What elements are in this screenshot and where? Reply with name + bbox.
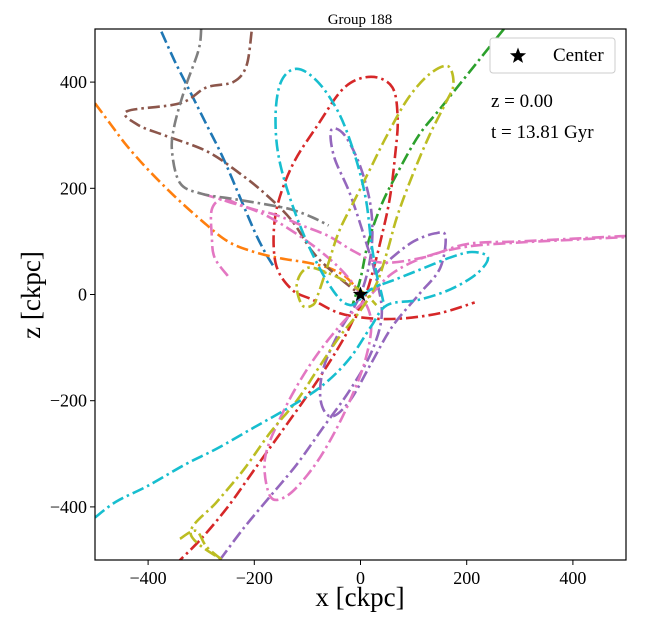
x-tick-label: −200 <box>236 568 273 588</box>
x-tick-label: −400 <box>130 568 167 588</box>
trajectory-series-group <box>95 29 626 560</box>
trajectory-brown <box>123 31 362 296</box>
trajectory-red <box>178 75 476 560</box>
legend-box <box>489 37 616 74</box>
x-axis-label: x [ckpc] <box>315 582 404 612</box>
chart-title: Group 188 <box>328 12 393 28</box>
y-tick-label: 400 <box>60 72 87 92</box>
x-tick-label: 0 <box>356 568 365 588</box>
annotation-time: t = 13.81 Gyr <box>491 122 594 143</box>
y-tick-label: 200 <box>60 178 87 198</box>
legend-label-center: Center <box>553 45 604 66</box>
legend-star-icon <box>509 47 527 63</box>
annotation-redshift: z = 0.00 <box>491 91 553 112</box>
y-tick-label: 0 <box>78 285 87 305</box>
y-tick-label: −200 <box>50 391 87 411</box>
legend: Center <box>489 37 616 74</box>
trajectory-olive <box>179 64 455 560</box>
trajectory-cyan <box>95 67 490 519</box>
axis-ticks-group: −400 −200 0 200 400 −400 −200 0 200 400 <box>50 72 587 588</box>
y-tick-label: −400 <box>50 497 87 517</box>
center-star-marker <box>352 286 369 301</box>
trajectory-pink <box>200 192 626 502</box>
x-tick-label: 400 <box>559 568 586 588</box>
trajectory-green <box>351 29 505 306</box>
trajectory-blue <box>160 31 275 266</box>
x-tick-label: 200 <box>453 568 480 588</box>
y-axis-label: z [ckpc] <box>16 251 46 339</box>
trajectory-purple <box>218 127 447 560</box>
trajectory-orange <box>95 102 362 293</box>
